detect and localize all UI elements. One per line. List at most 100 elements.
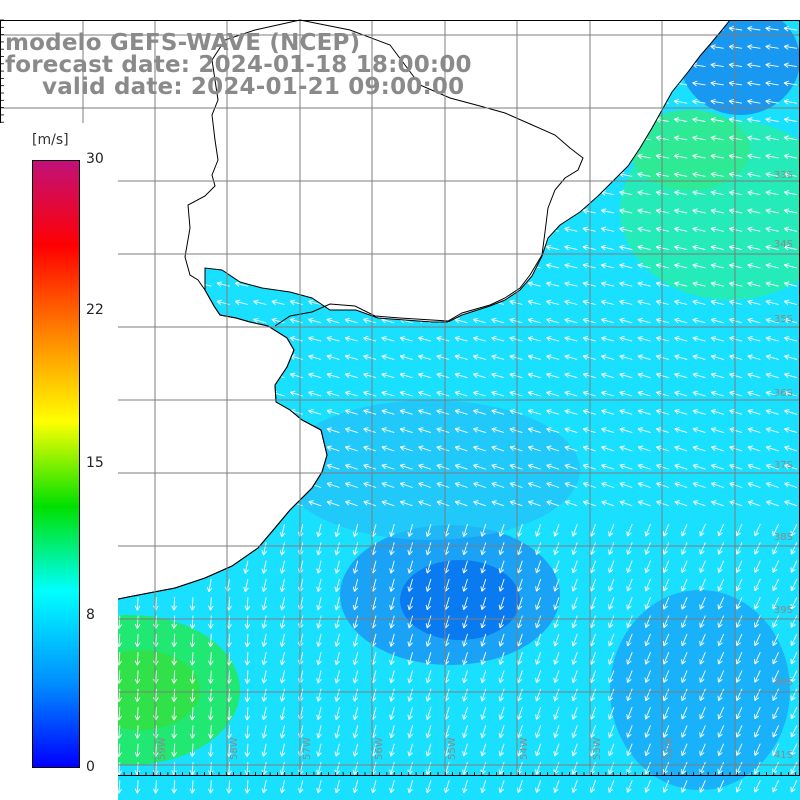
colorbar-tick-8: 8 xyxy=(86,607,95,623)
wind-arrow xyxy=(425,542,432,556)
wind-arrow xyxy=(717,597,725,610)
wind-arrow xyxy=(407,780,414,794)
wind-arrow xyxy=(334,743,340,757)
wind-arrow xyxy=(389,743,395,757)
wind-arrow xyxy=(207,652,214,666)
wind-arrow xyxy=(171,725,177,739)
wind-arrow xyxy=(711,463,724,470)
wind-arrow xyxy=(754,761,761,775)
wind-arrow xyxy=(279,560,286,574)
wind-arrow xyxy=(655,299,669,306)
wind-arrow xyxy=(571,633,578,647)
wind-arrow xyxy=(462,670,468,684)
wind-arrow xyxy=(601,372,615,379)
wind-arrow xyxy=(626,780,633,793)
wind-arrow xyxy=(352,560,359,574)
wind-arrow xyxy=(244,615,251,629)
wind-arrow xyxy=(783,208,797,214)
wind-arrow xyxy=(334,688,340,702)
wind-arrow xyxy=(189,707,196,721)
wind-arrow xyxy=(244,780,251,794)
wind-arrow xyxy=(637,317,651,324)
wind-arrow xyxy=(462,542,468,556)
wind-arrow xyxy=(308,317,322,324)
wind-arrow xyxy=(509,372,523,379)
wind-arrow xyxy=(527,409,541,415)
wind-arrow xyxy=(710,281,724,287)
wind-arrow xyxy=(389,761,395,775)
wind-arrow xyxy=(772,597,780,610)
wind-arrow xyxy=(527,317,541,324)
wind-arrow xyxy=(480,578,487,592)
wind-arrow xyxy=(790,743,798,756)
wind-arrow xyxy=(279,633,286,647)
lat-label: 36S xyxy=(774,388,793,399)
wind-arrow xyxy=(308,390,322,397)
wind-arrow xyxy=(747,244,761,251)
wind-arrow xyxy=(582,226,596,233)
wind-arrow xyxy=(326,336,340,342)
wind-arrow xyxy=(290,390,303,397)
wind-arrow xyxy=(344,317,358,324)
wind-arrow xyxy=(454,409,468,415)
wind-arrow xyxy=(783,226,797,233)
wind-arrow xyxy=(681,615,688,628)
wind-arrow xyxy=(480,523,487,537)
wind-arrow xyxy=(608,670,615,683)
wind-arrow xyxy=(784,445,798,452)
wind-arrow xyxy=(582,299,596,306)
wind-arrow xyxy=(498,743,505,757)
wind-arrow xyxy=(279,523,286,538)
wind-arrow xyxy=(692,190,706,196)
wind-arrow xyxy=(710,62,724,68)
wind-arrow xyxy=(582,500,596,507)
wind-arrow xyxy=(528,482,541,488)
wind-arrow xyxy=(352,523,359,537)
wind-arrow xyxy=(692,244,706,251)
wind-arrow xyxy=(717,615,725,628)
wind-arrow xyxy=(765,409,779,415)
colorbar-unit: [m/s] xyxy=(32,132,69,148)
wind-arrow xyxy=(644,652,651,665)
wind-arrow xyxy=(261,578,268,592)
wind-arrow xyxy=(735,743,743,756)
wind-arrow xyxy=(399,336,413,342)
wind-arrow xyxy=(765,427,779,434)
wind-arrow xyxy=(399,372,413,379)
field-low-north xyxy=(680,20,800,115)
wind-arrow xyxy=(509,409,523,415)
wind-arrow xyxy=(699,560,706,573)
wind-arrow xyxy=(717,560,725,573)
wind-arrow xyxy=(418,354,432,360)
wind-arrow xyxy=(509,500,523,507)
wind-arrow xyxy=(462,615,468,629)
wind-arrow xyxy=(564,445,578,452)
wind-arrow xyxy=(619,281,633,287)
lat-label: 41S xyxy=(774,750,793,761)
wind-arrow xyxy=(674,153,688,160)
wind-arrow xyxy=(134,615,141,629)
wind-arrow xyxy=(681,578,688,592)
wind-arrow xyxy=(765,25,779,32)
colorbar-tick-30: 30 xyxy=(86,151,104,167)
wind-arrow xyxy=(462,743,468,757)
wind-arrow xyxy=(747,153,761,160)
wind-arrow xyxy=(674,281,688,287)
wind-arrow xyxy=(783,62,797,68)
wind-arrow xyxy=(784,354,798,360)
wind-arrow xyxy=(334,523,340,538)
wind-arrow xyxy=(436,372,450,379)
wind-arrow xyxy=(352,652,359,666)
wind-arrow xyxy=(279,688,286,702)
wind-arrow xyxy=(418,500,432,507)
wind-arrow xyxy=(443,780,450,794)
wind-arrow xyxy=(345,500,358,507)
wind-arrow xyxy=(674,263,688,269)
wind-arrow xyxy=(418,427,432,434)
wind-arrow xyxy=(656,500,669,507)
wind-arrow xyxy=(564,372,578,379)
wind-arrow xyxy=(619,244,633,251)
wind-arrow xyxy=(783,25,797,32)
wind-arrow xyxy=(389,542,395,556)
wind-arrow xyxy=(226,780,232,794)
